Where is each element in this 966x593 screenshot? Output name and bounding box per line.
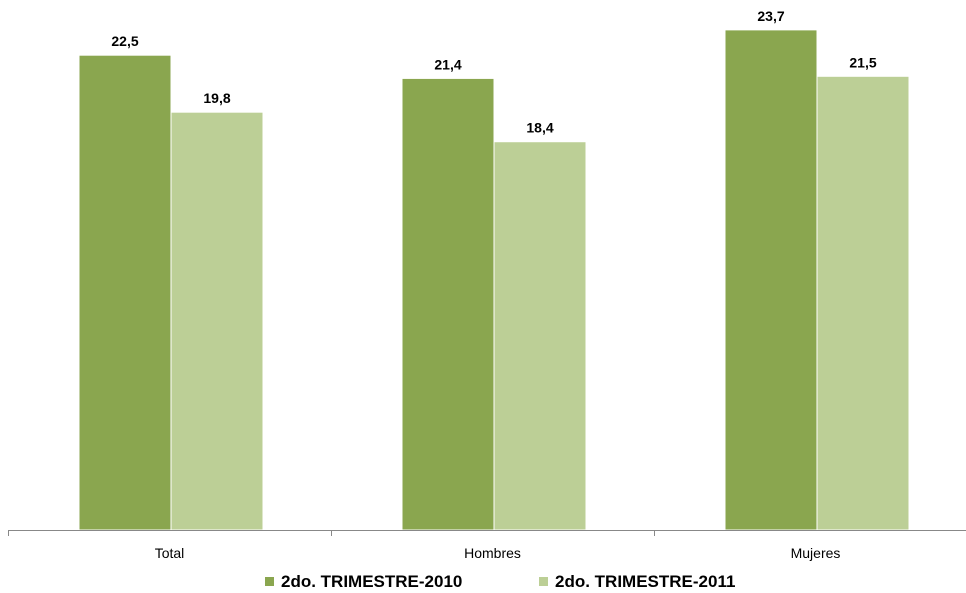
- bar-mujeres-series-2: [816, 75, 910, 531]
- legend-swatch-series-1: [265, 577, 274, 586]
- data-label: 22,5: [111, 33, 138, 49]
- data-label: 21,5: [849, 54, 876, 70]
- data-label: 21,4: [434, 56, 461, 72]
- x-tick-label-hombres: Hombres: [464, 545, 521, 561]
- bar-mujeres-series-1: [724, 29, 818, 531]
- legend-swatch-series-2: [539, 577, 548, 586]
- bar-hombres-series-2: [493, 141, 587, 531]
- data-labels-layer: 22,5 21,4 23,7 19,8 18,4 21,5: [111, 8, 876, 136]
- x-tick-label-total: Total: [155, 545, 185, 561]
- legend: 2do. TRIMESTRE-2010 2do. TRIMESTRE-2011: [265, 572, 735, 591]
- data-label: 19,8: [203, 90, 230, 106]
- bars-layer: [78, 29, 910, 531]
- bar-total-series-2: [170, 111, 264, 531]
- data-label: 23,7: [757, 8, 784, 24]
- data-label: 18,4: [526, 120, 553, 136]
- bar-hombres-series-1: [401, 77, 495, 531]
- bar-total-series-1: [78, 54, 172, 531]
- legend-label-series-2: 2do. TRIMESTRE-2011: [555, 572, 735, 591]
- x-tick-label-mujeres: Mujeres: [791, 545, 841, 561]
- legend-label-series-1: 2do. TRIMESTRE-2010: [281, 572, 462, 591]
- x-axis: Total Hombres Mujeres: [8, 530, 966, 561]
